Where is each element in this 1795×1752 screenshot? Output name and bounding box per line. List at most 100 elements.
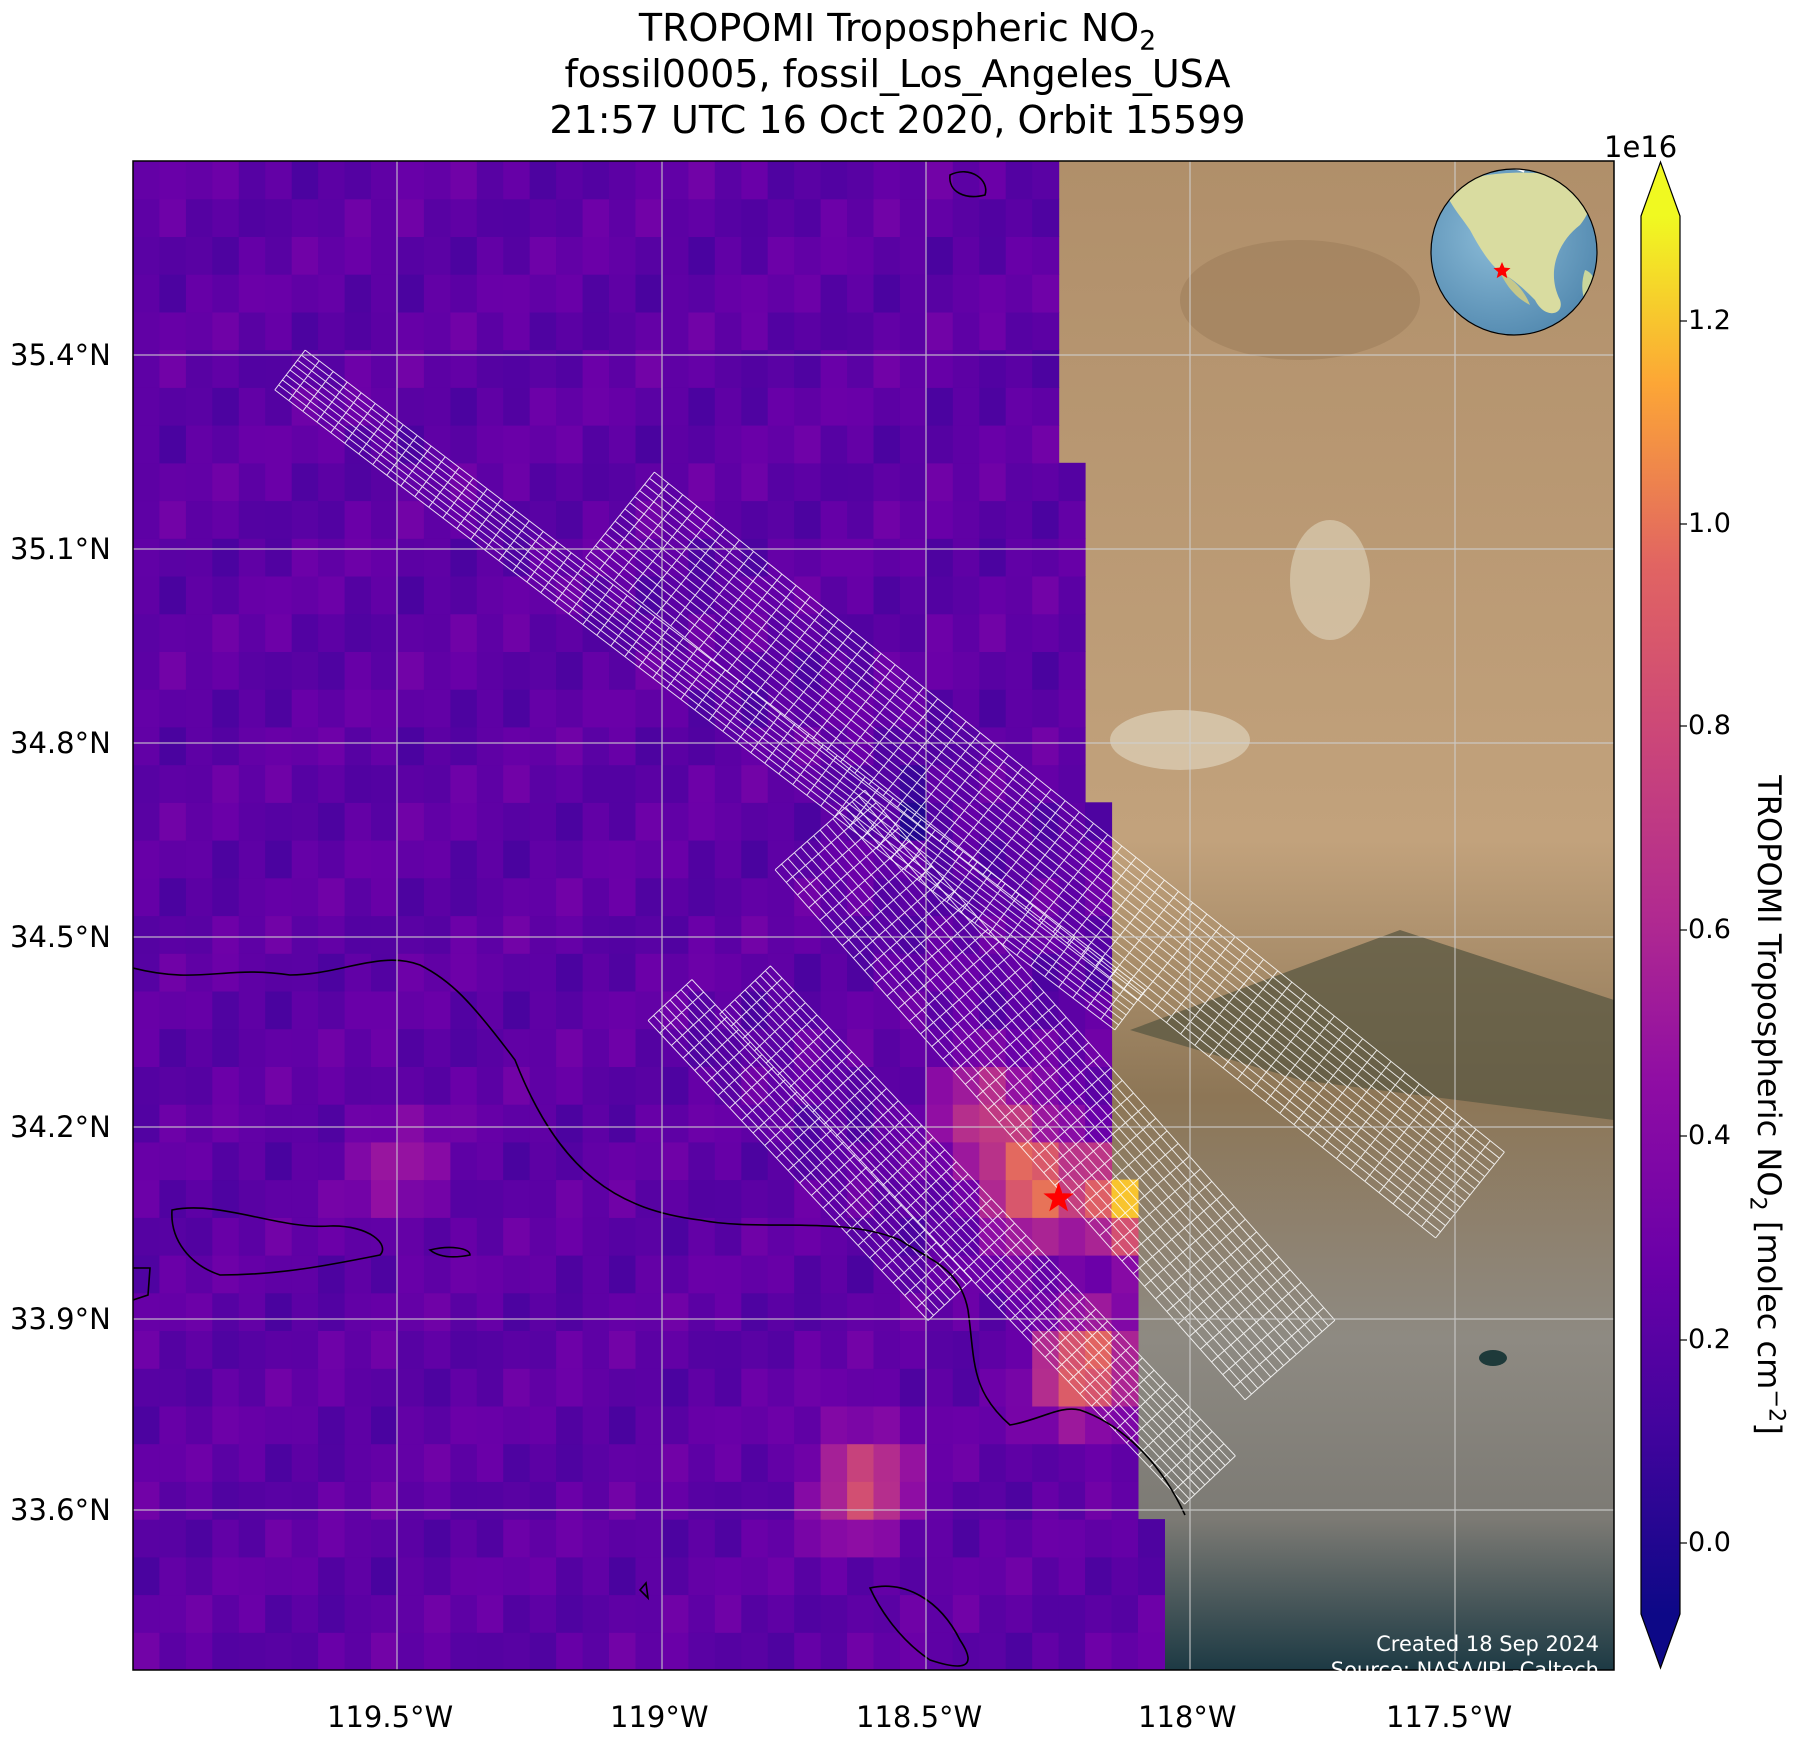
no2-pixel [609,1179,636,1218]
no2-pixel [661,764,689,803]
no2-pixel [238,538,266,577]
no2-pixel [529,877,557,917]
no2-pixel [582,1066,610,1105]
no2-pixel [212,764,240,803]
no2-pixel [476,311,504,351]
no2-pixel [1085,1217,1113,1256]
no2-pixel [529,1255,557,1294]
no2-pixel [556,953,584,992]
no2-pixel [159,576,187,615]
no2-pixel [265,1104,293,1143]
no2-pixel [318,500,346,539]
no2-pixel [344,274,372,313]
no2-pixel [1032,1255,1060,1294]
no2-pixel [397,1519,425,1558]
no2-pixel [582,161,610,200]
no2-pixel [952,236,980,275]
no2-pixel [371,689,398,728]
no2-pixel [238,236,266,275]
no2-pixel [1005,1066,1033,1105]
no2-pixel [185,500,213,539]
colorbar-tick-label: 0.4 [1688,1120,1731,1151]
no2-pixel [344,462,372,502]
no2-pixel [212,425,240,464]
no2-pixel [1005,387,1033,426]
no2-pixel [1005,236,1033,275]
no2-pixel [185,1519,213,1558]
no2-pixel [503,274,531,313]
no2-pixel [133,576,160,615]
no2-pixel [556,1405,584,1445]
colorbar-exponent: 1e16 [1604,130,1678,164]
no2-pixel [609,726,636,766]
no2-pixel [952,161,980,200]
no2-pixel [503,1217,531,1256]
no2-pixel [291,877,319,917]
no2-pixel [450,726,478,766]
no2-pixel [371,1255,398,1294]
no2-pixel [794,764,822,803]
no2-pixel [1032,1292,1060,1331]
no2-pixel [238,613,266,652]
no2-pixel [794,538,822,577]
no2-pixel [688,877,716,917]
no2-pixel [133,349,160,388]
no2-pixel [847,1255,875,1294]
no2-pixel [952,1481,980,1520]
no2-pixel [503,1330,531,1369]
no2-pixel [238,349,266,388]
no2-pixel [476,877,504,917]
no2-pixel [318,1217,346,1256]
no2-pixel [1085,1519,1113,1558]
no2-pixel [291,764,319,803]
no2-pixel [688,1481,716,1520]
no2-pixel [371,1292,398,1331]
no2-pixel [185,1141,213,1181]
no2-pixel [820,1594,848,1633]
no2-pixel [397,1028,425,1067]
no2-pixel [397,349,425,388]
no2-pixel [635,1481,663,1520]
no2-pixel [450,425,478,464]
no2-pixel [952,198,980,237]
no2-pixel [873,990,901,1030]
no2-pixel [635,764,663,803]
no2-pixel [291,1519,319,1558]
no2-pixel [1085,1556,1113,1596]
no2-pixel-field [133,161,1165,1670]
no2-pixel [714,462,742,502]
no2-pixel [371,1179,398,1218]
no2-pixel [397,500,425,539]
no2-pixel [1111,1481,1139,1520]
no2-pixel [926,274,954,313]
no2-pixel [609,500,636,539]
no2-pixel [926,349,954,388]
no2-pixel [661,877,689,917]
no2-pixel [423,1594,451,1633]
no2-pixel [794,236,822,275]
no2-pixel [371,764,398,803]
no2-pixel [873,500,901,539]
no2-pixel [635,1104,663,1143]
no2-pixel [291,1405,319,1445]
no2-pixel [318,462,346,502]
no2-pixel [212,613,240,652]
no2-pixel [397,1405,425,1445]
no2-pixel [185,953,213,992]
no2-pixel [1032,651,1060,690]
no2-pixel [185,462,213,502]
no2-pixel [635,1443,663,1482]
no2-pixel [503,726,531,766]
no2-pixel [767,1556,795,1596]
no2-pixel [159,311,187,351]
no2-pixel [979,1594,1007,1633]
no2-pixel [503,349,531,388]
no2-pixel [820,1066,848,1105]
no2-pixel [344,764,372,803]
no2-pixel [529,161,557,200]
no2-pixel [397,990,425,1030]
no2-pixel [952,764,980,803]
no2-pixel [450,689,478,728]
no2-pixel [318,1368,346,1407]
no2-pixel [212,1556,240,1596]
